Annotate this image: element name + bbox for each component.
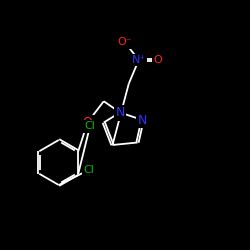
Text: Cl: Cl [83, 165, 94, 175]
Text: N⁺: N⁺ [132, 55, 146, 65]
Text: O: O [153, 55, 162, 65]
Text: O⁻: O⁻ [118, 38, 132, 48]
Text: O: O [82, 116, 92, 129]
Text: Cl: Cl [84, 121, 96, 131]
Text: N: N [115, 106, 125, 119]
Text: N: N [138, 114, 147, 126]
